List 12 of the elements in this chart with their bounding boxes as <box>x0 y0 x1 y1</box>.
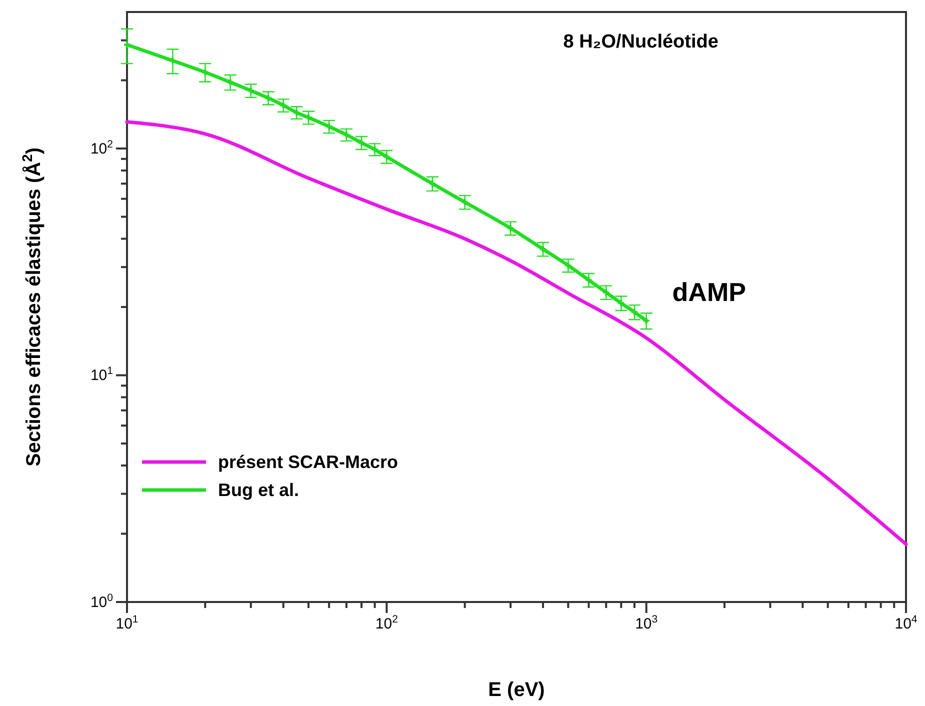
x-tick-label: 10$^{3}$ <box>635 614 658 633</box>
annotation: 8 H₂O/Nucléotide <box>563 31 718 52</box>
legend-label: Bug et al. <box>218 480 300 500</box>
y-tick-label: 10$^{2}$ <box>90 138 114 158</box>
x-axis-title: E (eV) <box>488 679 545 701</box>
x-tick-label: 10$^{1}$ <box>116 614 138 633</box>
x-tick-label: 10$^{4}$ <box>894 614 918 633</box>
y-tick-label: 10$^{0}$ <box>90 592 114 611</box>
x-tick-label: 10$^{2}$ <box>375 614 398 633</box>
y-tick-label: 10$^{1}$ <box>90 365 114 384</box>
annotation: dAMP <box>672 277 746 308</box>
legend-label: présent SCAR-Macro <box>218 452 398 472</box>
